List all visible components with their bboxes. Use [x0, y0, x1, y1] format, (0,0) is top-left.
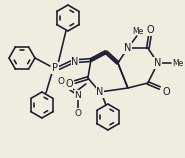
Text: Me: Me — [132, 27, 144, 36]
Text: O: O — [74, 109, 81, 118]
Text: N: N — [75, 91, 81, 100]
Text: N: N — [96, 87, 104, 97]
Text: O: O — [146, 25, 154, 35]
Text: P: P — [52, 63, 58, 73]
Text: O: O — [162, 87, 170, 97]
Text: O: O — [57, 76, 64, 85]
Text: N: N — [124, 43, 132, 53]
Text: N: N — [154, 58, 162, 68]
Text: O: O — [65, 79, 73, 89]
Text: N: N — [71, 57, 79, 67]
Text: Me: Me — [172, 58, 184, 67]
